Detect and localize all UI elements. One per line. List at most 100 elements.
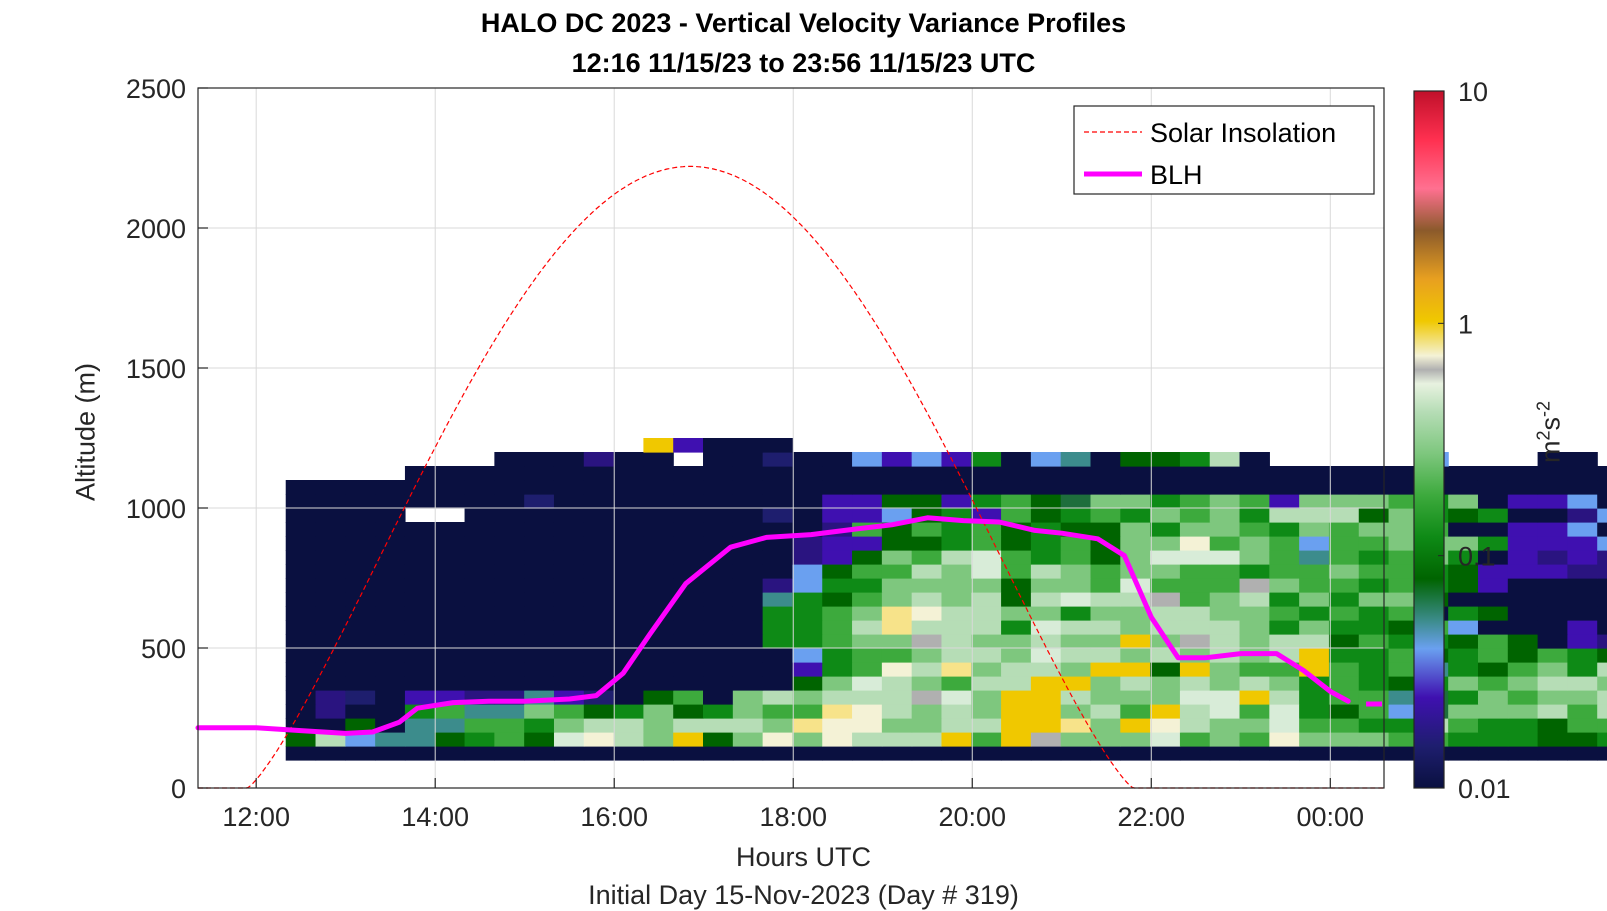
heatmap-cell <box>375 494 406 509</box>
heatmap-cell <box>345 536 376 551</box>
heatmap-cell <box>434 606 466 621</box>
heatmap-cell <box>792 690 823 705</box>
heatmap-cell <box>1567 662 1598 677</box>
heatmap-cell <box>822 508 853 523</box>
heatmap-cell <box>524 466 555 481</box>
legend-box <box>1073 105 1375 195</box>
heatmap-cell <box>792 466 823 481</box>
heatmap-cell <box>1001 662 1032 677</box>
heatmap-cell <box>1477 648 1509 663</box>
heatmap-cell <box>1239 564 1270 579</box>
colorbar-tick-label: 0.01 <box>1458 774 1511 804</box>
heatmap-cell <box>1328 746 1360 761</box>
y-tick-label: 1000 <box>126 494 186 524</box>
heatmap-cell <box>464 578 495 593</box>
heatmap-cell <box>1179 704 1211 719</box>
heatmap-cell <box>1090 592 1121 607</box>
heatmap-cell <box>1001 452 1032 467</box>
heatmap-cell <box>1299 732 1330 747</box>
heatmap-cell <box>1269 746 1300 761</box>
heatmap-cell <box>464 662 495 677</box>
heatmap-cell <box>1030 508 1062 523</box>
heatmap-cell <box>1090 480 1121 495</box>
heatmap-cell <box>673 718 704 733</box>
heatmap-cell <box>852 550 883 565</box>
heatmap-cell <box>1239 536 1270 551</box>
heatmap-cell <box>1537 746 1569 761</box>
heatmap-cell <box>643 522 674 537</box>
heatmap-cell <box>434 466 466 481</box>
heatmap-cell <box>881 508 913 523</box>
heatmap-cell <box>1030 704 1062 719</box>
heatmap-cell <box>852 732 883 747</box>
heatmap-cell <box>1328 620 1360 635</box>
heatmap-cell <box>1477 634 1509 649</box>
heatmap-cell <box>494 746 525 761</box>
heatmap-cell <box>285 746 317 761</box>
heatmap-cell <box>1179 620 1211 635</box>
heatmap-cell <box>1388 746 1419 761</box>
heatmap-cell <box>375 592 406 607</box>
heatmap-cell <box>1328 522 1360 537</box>
heatmap-cell <box>822 536 853 551</box>
heatmap-cell <box>911 564 943 579</box>
heatmap-cell <box>583 746 615 761</box>
heatmap-cell <box>643 438 674 453</box>
y-tick-label: 0 <box>171 774 186 804</box>
heatmap-cell <box>971 578 1002 593</box>
heatmap-cell <box>375 606 406 621</box>
heatmap-cell <box>375 480 406 495</box>
heatmap-cell <box>1448 634 1479 649</box>
heatmap-cell <box>524 718 555 733</box>
colorbar-unit-label: m2s-2 <box>1533 400 1566 464</box>
heatmap-cell <box>1120 452 1151 467</box>
heatmap-cell <box>1179 592 1211 607</box>
heatmap-cell <box>971 536 1002 551</box>
heatmap-cell <box>1209 676 1241 691</box>
heatmap-cell <box>732 578 764 593</box>
colorbar-tick-label: 1 <box>1458 309 1473 339</box>
heatmap-cell <box>1239 704 1270 719</box>
heatmap-cell <box>703 508 734 523</box>
heatmap-cell <box>613 606 644 621</box>
heatmap-cell <box>553 746 585 761</box>
heatmap-cell <box>1269 718 1300 733</box>
heatmap-cell <box>1150 522 1181 537</box>
heatmap-cell <box>822 732 853 747</box>
heatmap-cell <box>315 620 346 635</box>
heatmap-cell <box>494 508 525 523</box>
heatmap-cell <box>852 480 883 495</box>
heatmap-cell <box>1358 718 1390 733</box>
heatmap-cell <box>971 606 1002 621</box>
heatmap-cell <box>732 508 764 523</box>
heatmap-cell <box>1030 452 1062 467</box>
heatmap-cell <box>703 606 734 621</box>
heatmap-cell <box>494 704 525 719</box>
heatmap-cell <box>881 634 913 649</box>
heatmap-cell <box>1477 662 1509 677</box>
heatmap-cell <box>703 732 734 747</box>
heatmap-cell <box>1060 690 1092 705</box>
heatmap-cell <box>941 634 972 649</box>
heatmap-cell <box>703 466 734 481</box>
heatmap-cell <box>911 620 943 635</box>
heatmap-cell <box>673 606 704 621</box>
heatmap-cell <box>1358 732 1390 747</box>
heatmap-cell <box>345 508 376 523</box>
heatmap-cell <box>852 746 883 761</box>
heatmap-cell <box>1477 564 1509 579</box>
heatmap-cell <box>375 508 406 523</box>
heatmap-cell <box>1179 578 1211 593</box>
heatmap-cell <box>1388 480 1419 495</box>
heatmap-cell <box>911 494 943 509</box>
heatmap-cell <box>315 676 346 691</box>
heatmap-cell <box>404 718 436 733</box>
heatmap-cell <box>852 578 883 593</box>
heatmap-cell <box>1060 536 1092 551</box>
heatmap-cell <box>1358 676 1390 691</box>
heatmap-cell <box>643 508 674 523</box>
heatmap-cell <box>315 522 346 537</box>
heatmap-cell <box>673 480 704 495</box>
heatmap-cell <box>1150 578 1181 593</box>
heatmap-cell <box>852 606 883 621</box>
